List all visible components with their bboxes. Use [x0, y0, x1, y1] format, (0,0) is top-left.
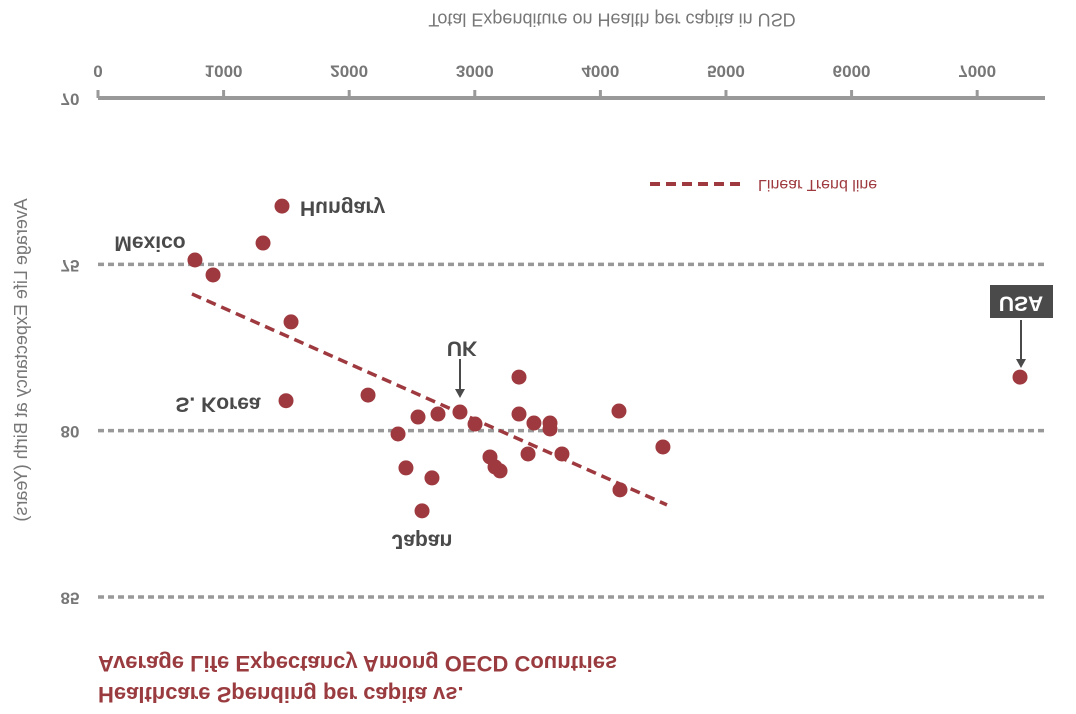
point — [554, 446, 570, 462]
point — [655, 439, 671, 455]
annotation: S. Korea — [175, 392, 261, 415]
x-axis-title: Total Expenditure on Health per capita i… — [428, 9, 795, 29]
x-tick-label: 6000 — [833, 62, 871, 81]
x-tick-label: 0 — [93, 62, 102, 81]
point — [511, 369, 527, 385]
chart-subtitle: Average Life Expectancy Among OECD Count… — [98, 651, 617, 676]
point — [430, 406, 446, 422]
point — [274, 198, 290, 214]
point — [452, 404, 468, 420]
point — [520, 446, 536, 462]
point — [611, 403, 627, 419]
point — [492, 463, 508, 479]
annotation: UK — [447, 336, 477, 359]
point — [542, 421, 558, 437]
x-tick-label: 3000 — [456, 62, 494, 81]
point — [360, 387, 376, 403]
x-tick-label: 1000 — [205, 62, 243, 81]
flipped-chart: Healthcare Spending per capita vs. Avera… — [11, 9, 1053, 707]
annotation: Hungary — [300, 196, 386, 219]
point — [612, 482, 628, 498]
annotation-box — [990, 285, 1053, 318]
x-tick-label: 5000 — [707, 62, 745, 81]
point — [390, 426, 406, 442]
x-tick-label: 2000 — [330, 62, 368, 81]
y-tick-label: 75 — [61, 256, 80, 275]
point — [424, 470, 440, 486]
annotation: Mexico — [114, 231, 185, 254]
annotation: Japan — [392, 529, 453, 552]
arrow-head — [1016, 359, 1026, 368]
point — [410, 409, 426, 425]
arrow-head — [455, 389, 465, 398]
point — [398, 460, 414, 476]
annotation: USA — [999, 291, 1043, 314]
x-tick-label: 7000 — [958, 62, 996, 81]
point — [187, 252, 203, 268]
point — [511, 406, 527, 422]
chart-title: Healthcare Spending per capita vs. — [98, 682, 464, 707]
y-axis-title: Average Life Expectancy at Birth (Years) — [11, 198, 31, 521]
y-tick-label: 80 — [61, 422, 80, 441]
point — [526, 415, 542, 431]
y-tick-label: 70 — [61, 90, 80, 109]
point — [467, 416, 483, 432]
point — [283, 314, 299, 330]
point — [205, 267, 221, 283]
trend-line — [191, 292, 668, 507]
legend-label: Linear Trend line — [758, 176, 877, 193]
point — [414, 503, 430, 519]
x-tick-label: 4000 — [581, 62, 619, 81]
point — [1012, 369, 1028, 385]
point — [278, 393, 294, 409]
point — [255, 235, 271, 251]
y-tick-label: 85 — [61, 589, 80, 608]
